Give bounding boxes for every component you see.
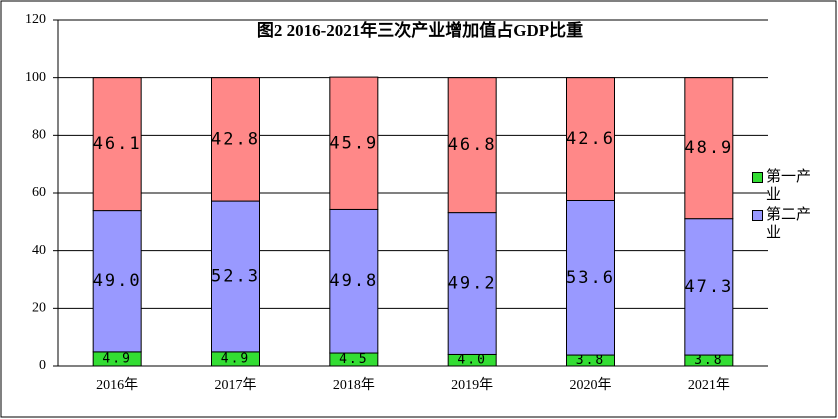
value-label: 48.9 bbox=[684, 138, 733, 158]
value-label: 42.8 bbox=[211, 129, 260, 149]
y-tick-label: 60 bbox=[32, 185, 46, 200]
value-label: 42.6 bbox=[566, 129, 615, 149]
y-tick-label: 120 bbox=[25, 12, 46, 27]
x-tick-label: 2018年 bbox=[333, 377, 375, 393]
value-label: 47.3 bbox=[684, 277, 733, 297]
bar-segment bbox=[447, 212, 497, 355]
legend-swatch bbox=[752, 210, 763, 221]
y-tick-label: 100 bbox=[25, 70, 46, 85]
value-label: 53.6 bbox=[566, 268, 615, 288]
chart-title: 图2 2016-2021年三次产业增加值占GDP比重 bbox=[257, 20, 583, 40]
bar-segment bbox=[447, 77, 497, 214]
y-tick-label: 20 bbox=[32, 301, 46, 316]
value-label: 52.3 bbox=[211, 266, 260, 286]
x-tick-label: 2019年 bbox=[451, 377, 493, 393]
bar-segment bbox=[684, 218, 734, 356]
bar-segment bbox=[92, 77, 142, 212]
bar-segment bbox=[211, 77, 260, 202]
value-label: 45.9 bbox=[329, 133, 378, 153]
value-label: 49.0 bbox=[93, 271, 142, 291]
value-label: 4.0 bbox=[457, 353, 486, 368]
y-tick-label: 40 bbox=[32, 243, 46, 258]
x-tick-label: 2017年 bbox=[215, 377, 257, 393]
value-label: 49.8 bbox=[329, 271, 378, 291]
legend-entry: 第二产业 bbox=[752, 206, 814, 242]
x-tick-label: 2020年 bbox=[570, 377, 612, 393]
value-label: 4.9 bbox=[221, 351, 250, 366]
value-label: 3.8 bbox=[694, 353, 723, 368]
value-label: 49.2 bbox=[448, 274, 497, 294]
legend-entry: 第一产业 bbox=[752, 168, 814, 204]
x-tick-label: 2021年 bbox=[688, 377, 730, 393]
value-label: 4.9 bbox=[102, 351, 131, 366]
x-tick-label: 2016年 bbox=[96, 377, 138, 393]
bar-segment bbox=[566, 77, 615, 201]
bar-segment bbox=[684, 77, 734, 220]
value-label: 4.5 bbox=[339, 352, 368, 367]
legend-label: 第二产业 bbox=[766, 207, 812, 241]
value-label: 46.1 bbox=[93, 134, 142, 154]
bar-segment bbox=[329, 76, 379, 210]
bar-segment bbox=[566, 199, 615, 356]
value-label: 3.8 bbox=[576, 353, 605, 368]
legend-swatch bbox=[752, 172, 763, 183]
y-tick-label: 0 bbox=[39, 358, 46, 373]
y-tick-label: 80 bbox=[32, 128, 46, 143]
value-label: 46.8 bbox=[448, 135, 497, 155]
legend-label: 第一产业 bbox=[766, 169, 812, 203]
bar-segment bbox=[329, 208, 379, 354]
